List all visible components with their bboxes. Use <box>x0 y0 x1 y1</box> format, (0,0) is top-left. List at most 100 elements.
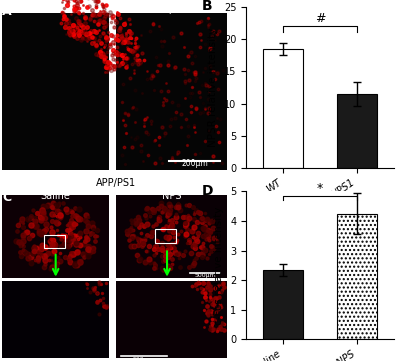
Point <box>191 212 197 217</box>
Point <box>174 151 180 157</box>
Point <box>206 128 212 134</box>
Point <box>148 118 154 123</box>
Point <box>73 213 79 219</box>
Point <box>73 5 79 11</box>
Point <box>74 217 81 223</box>
Point <box>146 213 153 218</box>
Point <box>74 249 80 255</box>
Point <box>200 286 207 292</box>
Point <box>33 224 39 230</box>
Point <box>166 210 172 216</box>
Point <box>99 4 106 10</box>
Point <box>172 214 179 220</box>
Point <box>115 62 121 68</box>
Point <box>76 206 82 212</box>
Point <box>72 205 78 211</box>
Point <box>96 8 103 13</box>
Point <box>30 249 36 255</box>
Point <box>109 32 116 38</box>
Point <box>136 57 142 63</box>
Point <box>130 233 136 239</box>
Point <box>109 52 116 58</box>
Point <box>38 207 45 213</box>
Point <box>50 250 56 256</box>
Point <box>203 318 210 323</box>
Point <box>38 217 44 222</box>
Point <box>77 234 84 240</box>
Point <box>189 228 195 234</box>
Point <box>107 61 113 66</box>
Point <box>215 86 222 92</box>
Point <box>75 261 81 267</box>
Point <box>74 18 81 23</box>
Point <box>158 38 164 44</box>
Point <box>169 156 175 162</box>
Point <box>188 103 194 109</box>
Point <box>188 110 194 116</box>
Point <box>155 247 162 252</box>
Point <box>99 54 106 60</box>
Point <box>99 51 106 57</box>
Point <box>91 287 97 292</box>
Point <box>114 32 120 38</box>
Point <box>105 59 112 65</box>
Point <box>38 231 44 236</box>
Point <box>117 25 124 31</box>
Point <box>103 2 110 8</box>
Point <box>155 216 162 221</box>
Point <box>34 256 41 261</box>
Point <box>165 209 172 214</box>
Point <box>70 238 76 244</box>
Text: APP/PS1: APP/PS1 <box>96 178 136 188</box>
Point <box>96 37 102 43</box>
Point <box>131 243 137 249</box>
Point <box>42 257 48 262</box>
Point <box>144 221 150 227</box>
Point <box>120 56 126 61</box>
Point <box>85 32 92 38</box>
Point <box>145 256 152 262</box>
Point <box>78 0 84 4</box>
Point <box>66 31 72 37</box>
Point <box>88 28 94 34</box>
Point <box>84 4 90 10</box>
Point <box>91 18 97 24</box>
Point <box>161 133 168 139</box>
Point <box>91 12 98 18</box>
Point <box>37 246 44 252</box>
Point <box>133 35 139 40</box>
Point <box>174 237 181 243</box>
Point <box>71 22 78 28</box>
Point <box>169 241 176 247</box>
Point <box>74 262 81 268</box>
Point <box>94 290 100 296</box>
Point <box>205 280 211 286</box>
Point <box>72 262 78 268</box>
Point <box>105 59 112 65</box>
Point <box>100 9 106 15</box>
Point <box>169 261 175 267</box>
Point <box>109 15 116 21</box>
Point <box>134 43 141 49</box>
Point <box>54 232 61 238</box>
Point <box>66 31 72 37</box>
Point <box>180 252 186 257</box>
Point <box>90 230 96 235</box>
Point <box>191 245 198 251</box>
Point <box>221 327 227 333</box>
Point <box>188 84 195 90</box>
Point <box>77 0 84 4</box>
Point <box>210 225 216 231</box>
Point <box>43 221 49 227</box>
Bar <box>2 13 109 170</box>
Point <box>79 28 85 34</box>
Point <box>45 250 52 256</box>
Point <box>191 261 197 266</box>
Point <box>102 10 109 16</box>
Point <box>206 307 212 313</box>
Point <box>68 208 74 214</box>
Point <box>81 254 87 260</box>
Point <box>61 233 68 239</box>
Point <box>91 28 97 34</box>
Point <box>156 134 162 140</box>
